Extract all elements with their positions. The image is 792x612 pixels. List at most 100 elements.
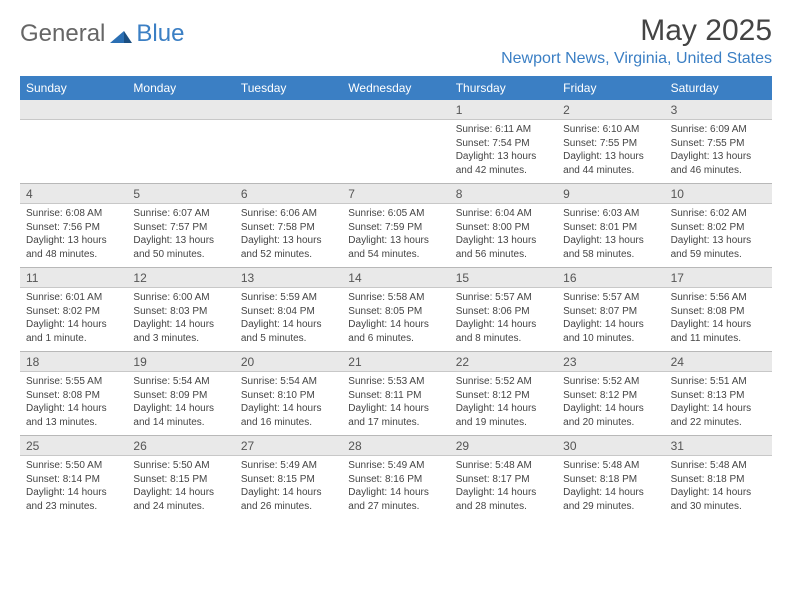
sunset-text: Sunset: 8:03 PM bbox=[133, 305, 228, 319]
sunset-text: Sunset: 8:12 PM bbox=[563, 389, 658, 403]
day-number: 17 bbox=[665, 268, 772, 287]
sunset-text: Sunset: 8:11 PM bbox=[348, 389, 443, 403]
sunset-text: Sunset: 8:17 PM bbox=[456, 473, 551, 487]
day-details: Sunrise: 6:00 AMSunset: 8:03 PMDaylight:… bbox=[127, 288, 234, 351]
day-number: 28 bbox=[342, 436, 449, 455]
weeks-container: 123Sunrise: 6:11 AMSunset: 7:54 PMDaylig… bbox=[20, 100, 772, 519]
sunset-text: Sunset: 8:02 PM bbox=[26, 305, 121, 319]
title-area: May 2025 Newport News, Virginia, United … bbox=[501, 14, 772, 68]
daylight-text: and 46 minutes. bbox=[671, 164, 766, 178]
daylight-text: and 52 minutes. bbox=[241, 248, 336, 262]
daylight-text: and 28 minutes. bbox=[456, 500, 551, 514]
daylight-text: Daylight: 14 hours bbox=[133, 486, 228, 500]
day-details: Sunrise: 5:51 AMSunset: 8:13 PMDaylight:… bbox=[665, 372, 772, 435]
day-number: 23 bbox=[557, 352, 664, 371]
day-details: Sunrise: 6:07 AMSunset: 7:57 PMDaylight:… bbox=[127, 204, 234, 267]
week-details-row: Sunrise: 5:55 AMSunset: 8:08 PMDaylight:… bbox=[20, 372, 772, 435]
daylight-text: Daylight: 14 hours bbox=[348, 486, 443, 500]
weekday-header: Tuesday bbox=[235, 76, 342, 100]
day-details: Sunrise: 6:04 AMSunset: 8:00 PMDaylight:… bbox=[450, 204, 557, 267]
daylight-text: and 30 minutes. bbox=[671, 500, 766, 514]
sunset-text: Sunset: 8:13 PM bbox=[671, 389, 766, 403]
sunrise-text: Sunrise: 6:08 AM bbox=[26, 207, 121, 221]
day-details: Sunrise: 5:48 AMSunset: 8:18 PMDaylight:… bbox=[557, 456, 664, 519]
week-details-row: Sunrise: 6:11 AMSunset: 7:54 PMDaylight:… bbox=[20, 120, 772, 183]
day-details: Sunrise: 5:54 AMSunset: 8:10 PMDaylight:… bbox=[235, 372, 342, 435]
logo: General Blue bbox=[20, 14, 184, 48]
sunset-text: Sunset: 8:10 PM bbox=[241, 389, 336, 403]
day-number: 4 bbox=[20, 184, 127, 203]
daylight-text: and 5 minutes. bbox=[241, 332, 336, 346]
day-details bbox=[342, 120, 449, 183]
day-number: 20 bbox=[235, 352, 342, 371]
daylight-text: and 42 minutes. bbox=[456, 164, 551, 178]
sunrise-text: Sunrise: 5:49 AM bbox=[348, 459, 443, 473]
daylight-text: and 13 minutes. bbox=[26, 416, 121, 430]
day-number: 21 bbox=[342, 352, 449, 371]
daylight-text: Daylight: 14 hours bbox=[671, 318, 766, 332]
daylight-text: and 48 minutes. bbox=[26, 248, 121, 262]
daylight-text: and 27 minutes. bbox=[348, 500, 443, 514]
day-number: 3 bbox=[665, 100, 772, 119]
sunrise-text: Sunrise: 6:09 AM bbox=[671, 123, 766, 137]
sunset-text: Sunset: 7:59 PM bbox=[348, 221, 443, 235]
day-number: 15 bbox=[450, 268, 557, 287]
day-details: Sunrise: 5:58 AMSunset: 8:05 PMDaylight:… bbox=[342, 288, 449, 351]
daylight-text: Daylight: 14 hours bbox=[563, 486, 658, 500]
sunrise-text: Sunrise: 5:51 AM bbox=[671, 375, 766, 389]
sunset-text: Sunset: 8:18 PM bbox=[671, 473, 766, 487]
daylight-text: Daylight: 14 hours bbox=[241, 486, 336, 500]
daylight-text: Daylight: 13 hours bbox=[456, 150, 551, 164]
calendar: SundayMondayTuesdayWednesdayThursdayFrid… bbox=[20, 76, 772, 519]
sunrise-text: Sunrise: 5:52 AM bbox=[456, 375, 551, 389]
sunrise-text: Sunrise: 5:50 AM bbox=[26, 459, 121, 473]
day-number: 11 bbox=[20, 268, 127, 287]
daylight-text: and 26 minutes. bbox=[241, 500, 336, 514]
sunset-text: Sunset: 8:08 PM bbox=[671, 305, 766, 319]
sunrise-text: Sunrise: 5:58 AM bbox=[348, 291, 443, 305]
week-daynum-row: 45678910 bbox=[20, 184, 772, 204]
daylight-text: and 10 minutes. bbox=[563, 332, 658, 346]
day-number: 1 bbox=[450, 100, 557, 119]
sunrise-text: Sunrise: 5:49 AM bbox=[241, 459, 336, 473]
daylight-text: Daylight: 14 hours bbox=[133, 318, 228, 332]
day-details: Sunrise: 5:57 AMSunset: 8:06 PMDaylight:… bbox=[450, 288, 557, 351]
daylight-text: and 59 minutes. bbox=[671, 248, 766, 262]
day-details: Sunrise: 5:48 AMSunset: 8:18 PMDaylight:… bbox=[665, 456, 772, 519]
daylight-text: and 8 minutes. bbox=[456, 332, 551, 346]
day-details: Sunrise: 6:03 AMSunset: 8:01 PMDaylight:… bbox=[557, 204, 664, 267]
daylight-text: and 50 minutes. bbox=[133, 248, 228, 262]
weekday-header: Thursday bbox=[450, 76, 557, 100]
sunset-text: Sunset: 8:15 PM bbox=[241, 473, 336, 487]
day-details: Sunrise: 5:49 AMSunset: 8:15 PMDaylight:… bbox=[235, 456, 342, 519]
day-details: Sunrise: 6:02 AMSunset: 8:02 PMDaylight:… bbox=[665, 204, 772, 267]
day-details: Sunrise: 5:48 AMSunset: 8:17 PMDaylight:… bbox=[450, 456, 557, 519]
daylight-text: Daylight: 14 hours bbox=[26, 318, 121, 332]
week-details-row: Sunrise: 5:50 AMSunset: 8:14 PMDaylight:… bbox=[20, 456, 772, 519]
day-number bbox=[235, 100, 342, 119]
day-details: Sunrise: 5:56 AMSunset: 8:08 PMDaylight:… bbox=[665, 288, 772, 351]
daylight-text: and 58 minutes. bbox=[563, 248, 658, 262]
sunset-text: Sunset: 7:55 PM bbox=[671, 137, 766, 151]
day-details: Sunrise: 5:52 AMSunset: 8:12 PMDaylight:… bbox=[450, 372, 557, 435]
week-daynum-row: 25262728293031 bbox=[20, 436, 772, 456]
sunset-text: Sunset: 8:09 PM bbox=[133, 389, 228, 403]
daylight-text: Daylight: 13 hours bbox=[563, 234, 658, 248]
weekday-header: Wednesday bbox=[342, 76, 449, 100]
daylight-text: and 20 minutes. bbox=[563, 416, 658, 430]
daylight-text: Daylight: 14 hours bbox=[671, 402, 766, 416]
sunset-text: Sunset: 8:08 PM bbox=[26, 389, 121, 403]
sunrise-text: Sunrise: 5:48 AM bbox=[671, 459, 766, 473]
daylight-text: and 1 minute. bbox=[26, 332, 121, 346]
sunset-text: Sunset: 7:56 PM bbox=[26, 221, 121, 235]
daylight-text: and 3 minutes. bbox=[133, 332, 228, 346]
daylight-text: Daylight: 14 hours bbox=[671, 486, 766, 500]
daylight-text: Daylight: 14 hours bbox=[133, 402, 228, 416]
day-number bbox=[342, 100, 449, 119]
sunrise-text: Sunrise: 6:07 AM bbox=[133, 207, 228, 221]
sunrise-text: Sunrise: 6:01 AM bbox=[26, 291, 121, 305]
day-number: 6 bbox=[235, 184, 342, 203]
week-daynum-row: 123 bbox=[20, 100, 772, 120]
day-number: 16 bbox=[557, 268, 664, 287]
day-number: 19 bbox=[127, 352, 234, 371]
